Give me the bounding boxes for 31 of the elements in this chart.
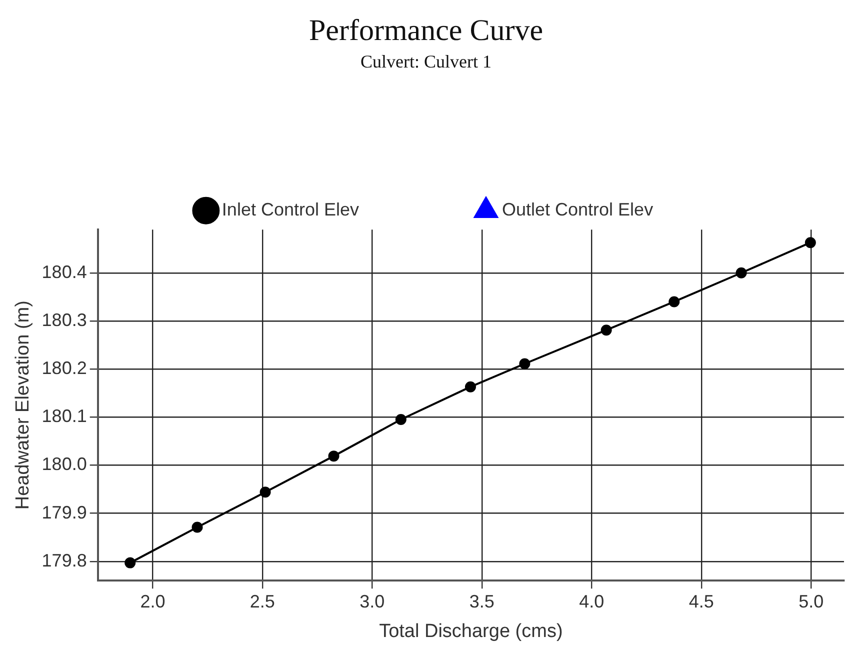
x-axis-title: Total Discharge (cms) xyxy=(379,620,563,642)
point xyxy=(804,237,816,248)
y-tick-label: 180.2 xyxy=(42,358,87,378)
y-tick-label: 180.0 xyxy=(42,454,87,474)
legend-label: Outlet Control Elev xyxy=(502,200,654,220)
point xyxy=(192,522,203,533)
y-tick-label: 180.1 xyxy=(42,406,87,426)
point xyxy=(736,267,747,278)
point xyxy=(260,486,271,498)
y-tick-label: 179.8 xyxy=(42,550,87,570)
point xyxy=(464,381,476,392)
y-axis-title: Headwater Elevation (m) xyxy=(12,300,34,510)
point xyxy=(600,324,612,336)
x-tick-label: 3.5 xyxy=(469,591,494,612)
legend-label: Inlet Control Elev xyxy=(222,200,360,220)
point xyxy=(328,450,340,462)
chart-subtitle: Culvert: Culvert 1 xyxy=(360,52,492,72)
y-tick-label: 179.9 xyxy=(42,502,87,522)
y-tick-label: 180.4 xyxy=(42,262,87,282)
point xyxy=(395,414,406,426)
x-tick-label: 2.0 xyxy=(140,591,166,612)
y-tick-label: 180.3 xyxy=(42,310,87,330)
x-tick-label: 3.0 xyxy=(360,591,385,612)
x-tick-label: 4.5 xyxy=(688,591,714,612)
x-tick-label: 2.5 xyxy=(250,591,275,612)
point xyxy=(668,296,680,308)
point xyxy=(519,358,530,370)
point xyxy=(124,557,136,568)
x-tick-label: 4.0 xyxy=(579,591,604,612)
x-tick-label: 5.0 xyxy=(798,591,824,612)
chart-title: Performance Curve xyxy=(308,14,544,47)
